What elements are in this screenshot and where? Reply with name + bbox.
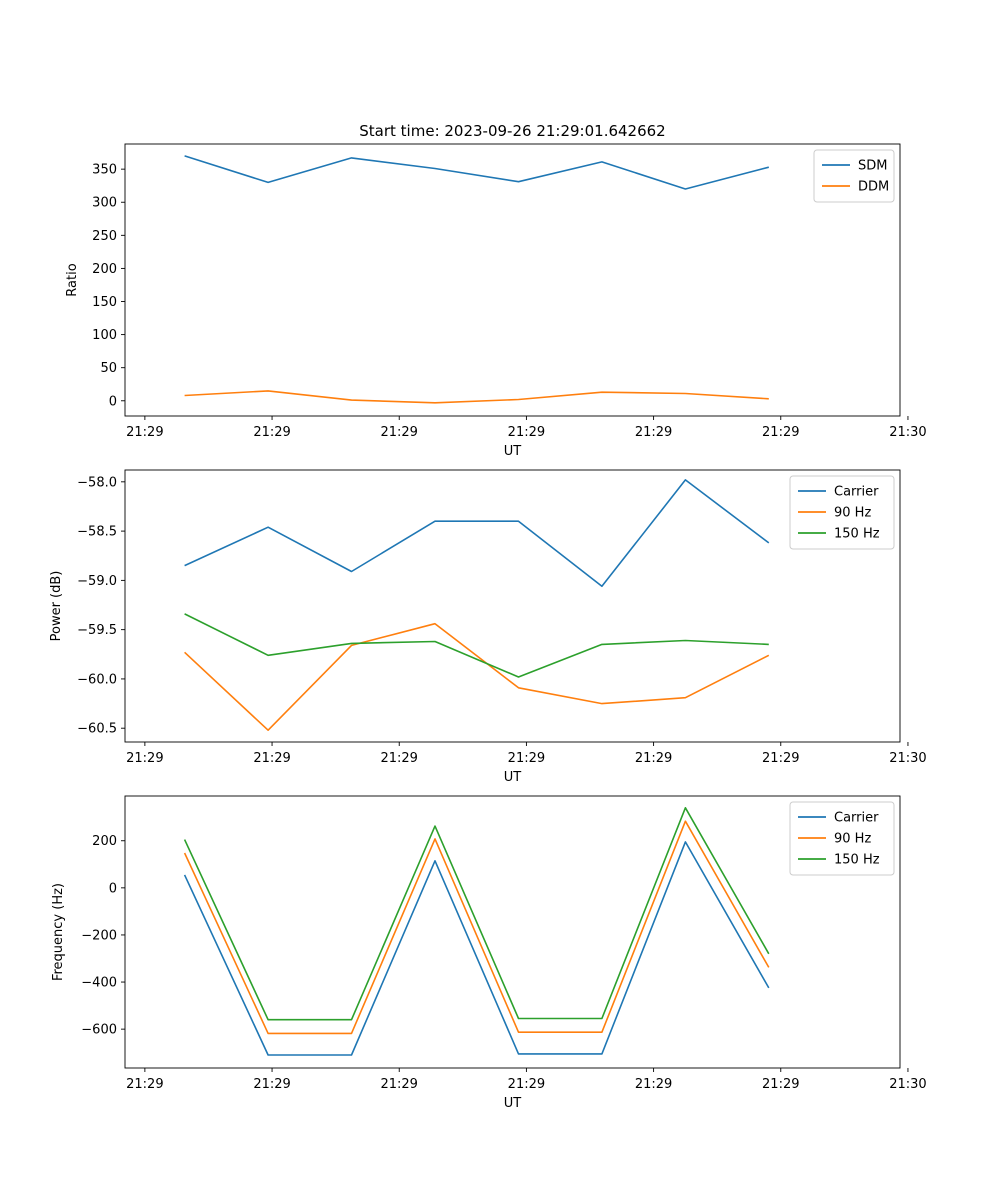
y-tick-label: −59.0 bbox=[77, 574, 117, 589]
y-tick-label: 200 bbox=[92, 834, 117, 849]
legend: Carrier 90 Hz 150 Hz bbox=[789, 475, 895, 550]
x-tick-label: 21:29 bbox=[635, 751, 672, 766]
y-tick-label: 0 bbox=[109, 394, 117, 409]
x-tick-label: 21:29 bbox=[762, 751, 799, 766]
series-line-ddm bbox=[184, 390, 769, 404]
x-axis-label: UT bbox=[504, 444, 522, 459]
y-tick-label: −60.5 bbox=[77, 722, 117, 737]
legend-label: 90 Hz bbox=[834, 832, 871, 847]
x-tick-label: 21:29 bbox=[126, 751, 163, 766]
legend-label: 150 Hz bbox=[834, 853, 880, 868]
y-tick-label: 250 bbox=[92, 229, 117, 244]
x-tick-label: 21:29 bbox=[253, 1077, 290, 1092]
legend-box bbox=[789, 475, 895, 550]
y-tick-label: −60.0 bbox=[77, 672, 117, 687]
legend-label: SDM bbox=[858, 159, 887, 174]
x-tick-label: 21:29 bbox=[380, 1077, 417, 1092]
y-tick-label: 200 bbox=[92, 262, 117, 277]
legend-label: 150 Hz bbox=[834, 527, 880, 542]
panels: 21:29 21:29 21:29 21:29 21:29 21:29 21:30 0 50 10… bbox=[49, 143, 927, 1111]
series-line-90-hz bbox=[183, 820, 770, 1035]
y-tick-label: −400 bbox=[81, 976, 117, 991]
series-line-carrier bbox=[184, 479, 770, 588]
legend: Carrier 90 Hz 150 Hz bbox=[789, 801, 895, 876]
x-tick-label: 21:29 bbox=[762, 1077, 799, 1092]
chart-panel-2: 21:29 21:29 21:29 21:29 21:29 21:29 21:30 −58.0… bbox=[49, 469, 927, 785]
x-tick-label: 21:29 bbox=[762, 425, 799, 440]
series-line-sdm bbox=[184, 155, 770, 190]
x-axis-label: UT bbox=[504, 1096, 522, 1111]
series-line-carrier bbox=[183, 841, 770, 1056]
series-line-90-hz bbox=[184, 622, 770, 732]
x-tick-label: 21:29 bbox=[508, 425, 545, 440]
legend-label: DDM bbox=[858, 180, 889, 195]
y-tick-label: 150 bbox=[92, 295, 117, 310]
x-tick-label: 21:30 bbox=[889, 751, 926, 766]
y-tick-label: 350 bbox=[92, 163, 117, 178]
y-tick-label: 0 bbox=[109, 881, 117, 896]
y-tick-label: 50 bbox=[100, 361, 117, 376]
y-axis-label: Frequency (Hz) bbox=[51, 883, 66, 981]
x-tick-label: 21:29 bbox=[380, 425, 417, 440]
legend-box bbox=[813, 149, 895, 203]
figure-title: Start time: 2023-09-26 21:29:01.642662 bbox=[359, 122, 665, 140]
x-axis-label: UT bbox=[504, 770, 522, 785]
y-tick-label: −59.5 bbox=[77, 623, 117, 638]
axes-frame bbox=[124, 795, 901, 1069]
x-tick-label: 21:29 bbox=[508, 751, 545, 766]
y-tick-label: −58.5 bbox=[77, 525, 117, 540]
axes-frame bbox=[124, 469, 901, 743]
legend-label: 90 Hz bbox=[834, 506, 871, 521]
y-axis-label: Power (dB) bbox=[49, 571, 64, 642]
legend-label: Carrier bbox=[834, 485, 879, 500]
y-tick-label: −200 bbox=[81, 928, 117, 943]
series-line-150-hz bbox=[183, 806, 770, 1021]
axes-frame bbox=[124, 143, 901, 417]
x-tick-label: 21:29 bbox=[380, 751, 417, 766]
y-axis-label: Ratio bbox=[65, 263, 80, 296]
x-tick-label: 21:30 bbox=[889, 1077, 926, 1092]
x-tick-label: 21:29 bbox=[635, 425, 672, 440]
x-tick-label: 21:30 bbox=[889, 425, 926, 440]
x-tick-label: 21:29 bbox=[126, 425, 163, 440]
legend: SDM DDM bbox=[813, 149, 895, 203]
legend-label: Carrier bbox=[834, 811, 879, 826]
x-tick-label: 21:29 bbox=[253, 751, 290, 766]
x-tick-label: 21:29 bbox=[635, 1077, 672, 1092]
x-tick-label: 21:29 bbox=[508, 1077, 545, 1092]
series-line-150-hz bbox=[184, 613, 769, 678]
y-tick-label: −58.0 bbox=[77, 475, 117, 490]
x-tick-label: 21:29 bbox=[126, 1077, 163, 1092]
chart-panel-1: 21:29 21:29 21:29 21:29 21:29 21:29 21:30 0 50 10… bbox=[65, 143, 927, 459]
chart-panel-3: 21:29 21:29 21:29 21:29 21:29 21:29 21:30 200 0 −… bbox=[51, 795, 927, 1111]
legend-box bbox=[789, 801, 895, 876]
x-tick-label: 21:29 bbox=[253, 425, 290, 440]
y-tick-label: 100 bbox=[92, 328, 117, 343]
y-tick-label: 300 bbox=[92, 196, 117, 211]
y-tick-label: −600 bbox=[81, 1023, 117, 1038]
